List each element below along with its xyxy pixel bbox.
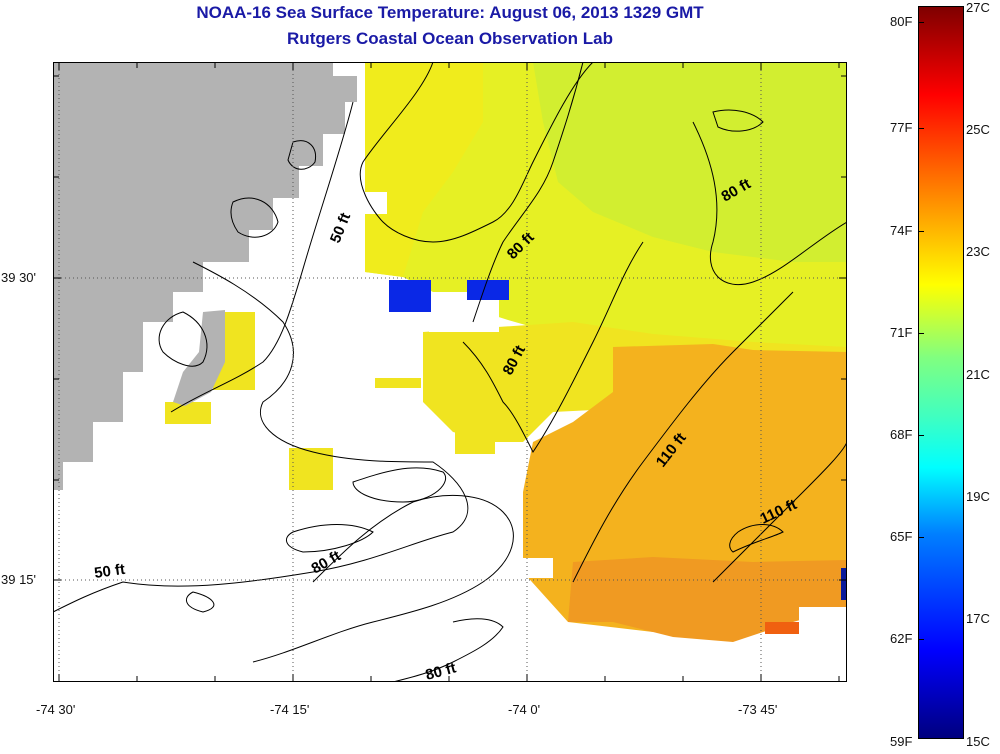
- contour-coast-3: [287, 140, 317, 170]
- sst-region-yellow-north: [365, 62, 483, 277]
- sst-hotspot: [765, 622, 799, 634]
- cb-tick: [918, 537, 924, 538]
- cloud-mask-3: [493, 558, 553, 578]
- contour-shoal-3: [729, 524, 784, 553]
- contour-80ft-ridge: [472, 62, 584, 323]
- cb-label-c-25: 25C: [966, 122, 990, 137]
- chart-subtitle: Rutgers Coastal Ocean Observation Lab: [287, 29, 613, 48]
- sst-patch-3: [289, 448, 333, 490]
- cloud-mask-1: [365, 192, 387, 214]
- sst-region-lime: [533, 62, 847, 262]
- cb-tick: [918, 128, 924, 129]
- y-tick-label-1: 39 30': [1, 270, 37, 285]
- x-tick-label-3: -74 0': [508, 702, 541, 717]
- cb-label-c-19: 19C: [966, 489, 990, 504]
- contour-80ft-mid: [462, 241, 644, 453]
- cb-label-c-21: 21C: [966, 367, 990, 382]
- cb-label-c-17: 17C: [966, 611, 990, 626]
- sst-patch-5: [455, 432, 495, 454]
- graticule: [53, 62, 847, 682]
- land-barrier-spit: [173, 310, 225, 406]
- bathymetry-contours: [53, 62, 847, 682]
- x-tick-label-1: -74 30': [36, 702, 76, 717]
- contour-110ft: [572, 291, 794, 583]
- cb-tick: [918, 333, 924, 334]
- contour-shoal-6: [185, 591, 215, 613]
- temperature-colorbar: [918, 6, 964, 739]
- cb-tick: [918, 22, 924, 23]
- contour-80ft-west: [359, 62, 594, 243]
- cold-patch-2: [467, 280, 509, 300]
- cb-label-f-65: 65F: [890, 529, 913, 544]
- cb-label-f-59: 59F: [890, 734, 913, 749]
- cb-label-f-77: 77F: [890, 120, 913, 135]
- cb-tick: [918, 231, 924, 232]
- contour-label-50ft-south: 50 ft: [93, 561, 126, 582]
- cold-patch-1: [389, 280, 431, 312]
- sst-region-deep-orange: [568, 557, 847, 642]
- cb-label-f-62: 62F: [890, 631, 913, 646]
- cb-label-f-68: 68F: [890, 427, 913, 442]
- contour-shoal-1: [352, 467, 446, 503]
- chart-title: NOAA-16 Sea Surface Temperature: August …: [196, 3, 704, 22]
- sst-map: 50 ft 80 ft 80 ft 80 ft 110 ft 110 ft 80…: [53, 62, 847, 682]
- cb-label-c-23: 23C: [966, 244, 990, 259]
- contour-80ft-south: [252, 494, 514, 663]
- contour-50ft-inshore: [53, 261, 469, 613]
- cb-label-f-71: 71F: [890, 325, 913, 340]
- cold-patch-3: [841, 568, 847, 600]
- cb-label-f-74: 74F: [890, 223, 913, 238]
- y-tick-label-2: 39 15': [1, 572, 37, 587]
- cb-tick: [918, 639, 924, 640]
- sst-patch-2: [165, 402, 211, 424]
- land: [53, 62, 357, 490]
- axis-ticks: [53, 62, 847, 682]
- sst-overlay: [165, 62, 847, 682]
- cloud-mask-4: [799, 607, 847, 682]
- map-frame: [53, 62, 847, 682]
- sst-region-orange: [523, 344, 847, 632]
- cb-label-c-15: 15C: [966, 734, 990, 749]
- contour-shoal-5: [392, 618, 504, 682]
- contour-50ft-north: [170, 101, 354, 413]
- contour-coast-1: [158, 311, 208, 367]
- land-mainland: [53, 62, 357, 490]
- contour-shoal-2: [285, 524, 374, 553]
- sst-patch-4: [375, 378, 421, 388]
- cb-label-c-27: 27C: [966, 0, 990, 15]
- cb-label-f-80: 80F: [890, 14, 913, 29]
- contour-110ft-east: [712, 441, 847, 583]
- contour-coast-2: [230, 197, 279, 238]
- x-tick-label-2: -74 15': [270, 702, 310, 717]
- x-tick-label-4: -73 45': [738, 702, 778, 717]
- contour-shoal-4: [712, 109, 764, 132]
- cb-tick: [918, 435, 924, 436]
- contour-80ft-east: [692, 121, 847, 286]
